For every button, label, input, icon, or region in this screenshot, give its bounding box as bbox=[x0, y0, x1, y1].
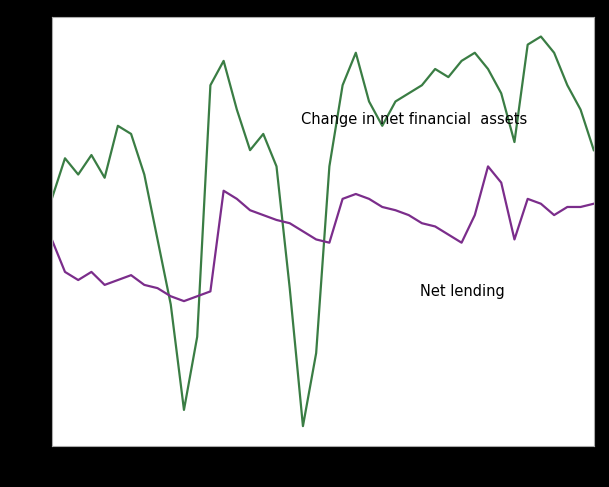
Text: Change in net financial  assets: Change in net financial assets bbox=[301, 112, 527, 127]
Text: Net lending: Net lending bbox=[420, 283, 505, 299]
